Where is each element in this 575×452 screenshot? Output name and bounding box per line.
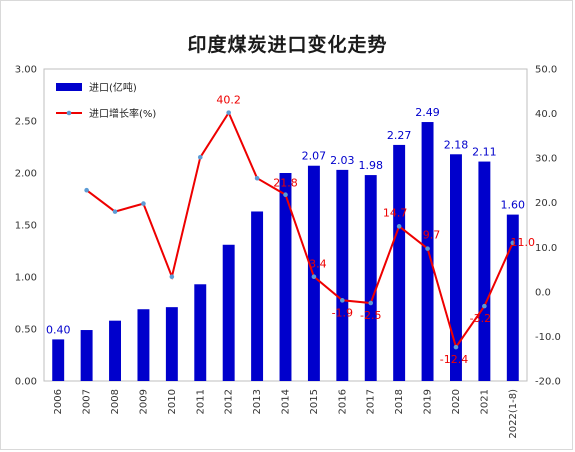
line-point [453,344,459,350]
left-axis-tick-label: 0.50 [15,325,37,336]
right-axis-tick-label: 10.0 [535,243,557,254]
x-axis-tick-label: 2021 [479,389,490,414]
line-data-label: 14.7 [383,206,408,219]
line-point [169,274,175,280]
bar-data-label: 2.27 [387,129,412,142]
line-point [482,303,487,309]
bar [222,244,235,381]
x-axis-tick-label: 2015 [309,389,320,414]
bar [194,284,207,381]
line-point [425,246,430,251]
line-data-label: 21.8 [273,177,298,190]
bar-data-label: 2.07 [302,150,327,163]
x-axis-tick-label: 2011 [195,389,206,414]
x-axis-tick-label: 2013 [252,389,263,414]
line-data-label: 40.2 [216,94,241,107]
right-axis-tick-label: -20.0 [535,377,561,388]
x-axis-tick-label: 2012 [224,389,235,414]
x-axis-tick-label: 2009 [138,389,149,414]
bar [279,173,292,381]
bar [364,175,377,381]
left-axis-tick-label: 3.00 [15,65,37,76]
left-axis-tick-label: 1.00 [15,273,37,284]
x-axis-tick-label: 2010 [167,389,178,414]
x-axis-tick-label: 2014 [281,389,292,414]
line-point [368,300,374,306]
line-data-label: -2.5 [360,309,381,322]
x-axis-tick-label: 2019 [423,389,434,414]
bar [450,154,462,381]
right-axis-tick-label: 50.0 [535,65,557,76]
right-axis-tick-label: 40.0 [535,109,557,120]
line-point [254,175,260,181]
line-point [340,298,345,303]
bar-data-label: 1.60 [501,199,526,212]
left-axis-tick-label: 0.00 [15,377,37,388]
line-point [226,110,231,115]
left-axis-tick-label: 1.50 [15,221,37,232]
x-axis-tick-label: 2008 [110,389,121,414]
legend-line-marker [66,110,72,116]
x-axis-tick-label: 2016 [337,389,348,414]
left-axis-tick-label: 2.00 [15,169,37,180]
bar [336,169,349,381]
left-axis-tick-label: 2.50 [15,117,37,128]
bar [80,330,93,381]
bar-data-label: 2.03 [330,154,355,167]
x-axis-tick-label: 2020 [451,389,462,414]
bar [478,161,491,381]
bar-data-label: 0.40 [46,323,71,336]
bar [165,307,178,381]
bar [251,211,264,381]
x-axis-tick-label: 2017 [366,389,377,414]
line-point [510,240,516,246]
legend-line-label: 进口增长率(%) [89,107,156,120]
line-data-label: -1.9 [332,306,353,319]
line-point [112,209,118,214]
bar [137,309,150,381]
line-data-label: 3.4 [309,258,327,271]
line-data-label: -3.2 [470,312,491,325]
growth-rate-line [85,110,514,350]
bar [52,339,65,381]
line-point [84,187,89,193]
line-point [396,224,402,229]
line-point [141,201,146,206]
bar-data-label: 1.98 [358,159,383,172]
right-axis-tick-label: 0.0 [535,287,551,298]
bar [393,144,406,381]
bar-data-label: 2.11 [472,146,497,159]
legend-bar-swatch [56,83,82,91]
bar [307,165,320,381]
bar-data-label: 2.49 [415,106,440,119]
line-data-label: -12.4 [440,353,468,366]
x-axis-tick-label: 2007 [82,389,93,414]
line-data-label: 9.7 [423,229,441,242]
line-point [311,274,317,280]
line-data-label: 11.0 [511,236,536,249]
x-axis-tick-label: 2006 [53,389,64,414]
chart-title: 印度煤炭进口变化走势 [187,34,388,56]
right-axis-tick-label: 20.0 [535,198,557,209]
right-axis-tick-label: -10.0 [535,332,561,343]
line-point [283,192,288,197]
bar-data-label: 2.18 [444,138,469,151]
bar [506,214,519,381]
right-axis-tick-label: 30.0 [535,154,557,165]
bar [109,320,121,381]
x-axis-tick-label: 2022(1-8) [508,389,519,439]
line-point [197,154,203,160]
legend-bar-label: 进口(亿吨) [89,81,137,94]
x-axis-tick-label: 2018 [394,389,405,414]
